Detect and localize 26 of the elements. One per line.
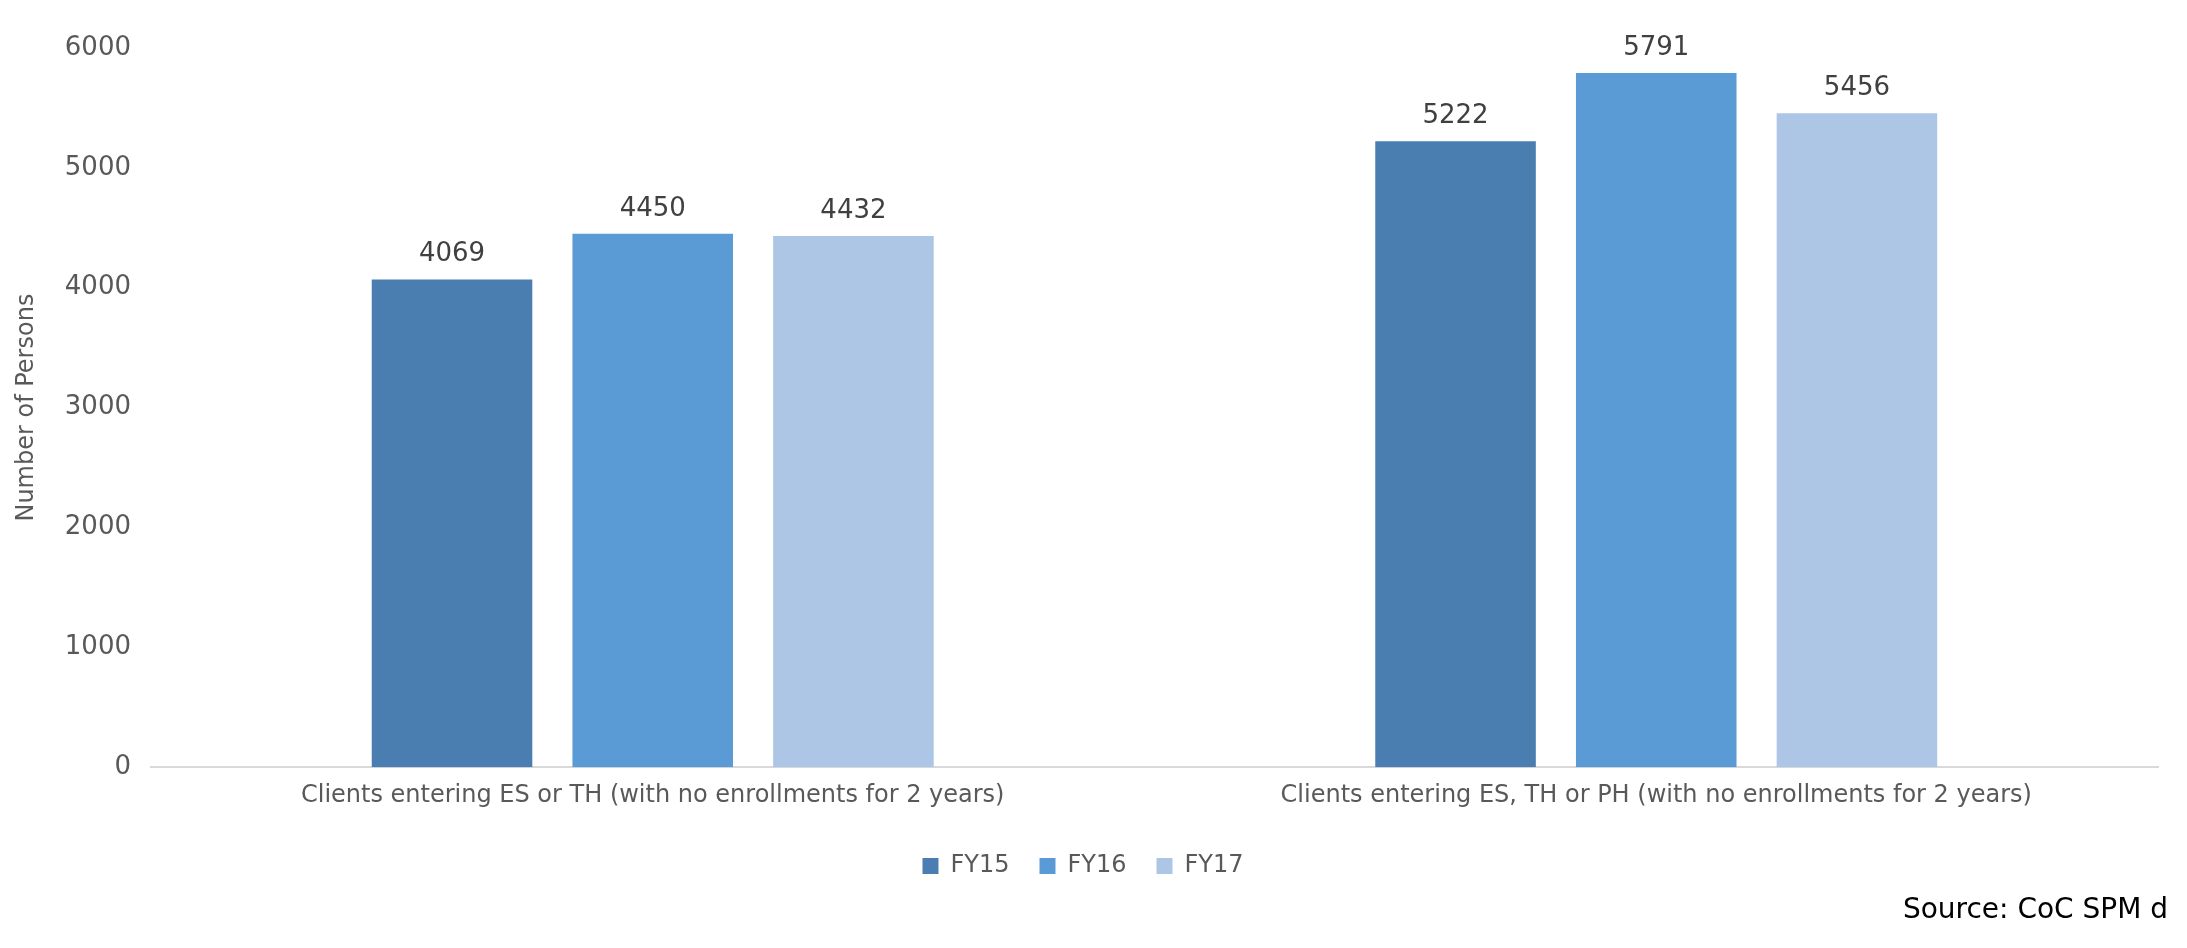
bar [371, 279, 533, 768]
y-tick-label: 4000 [64, 270, 131, 301]
bar [1575, 73, 1737, 768]
legend-label: FY15 [950, 850, 1010, 879]
bar [1776, 113, 1938, 768]
bar [572, 233, 734, 768]
y-tick-label: 6000 [64, 30, 131, 61]
bar [1375, 141, 1536, 768]
y-tick-label: 1000 [64, 630, 131, 661]
source-note: Source: CoC SPM d [1902, 892, 2168, 925]
y-axis-title: Number of Persons [10, 293, 39, 522]
bar [773, 235, 934, 768]
data-label: 4432 [820, 193, 887, 224]
data-label: 5791 [1623, 30, 1690, 61]
legend-label: FY17 [1184, 850, 1244, 879]
y-tick-label: 3000 [64, 390, 131, 421]
data-label: 5456 [1823, 70, 1891, 101]
data-label: 5222 [1422, 99, 1489, 130]
y-tick-label: 5000 [64, 150, 131, 181]
y-tick-label: 2000 [64, 510, 131, 541]
x-tick-label: Clients entering ES or TH (with no enrollments for 2 years) [300, 779, 1005, 808]
data-label: 4069 [418, 237, 486, 268]
legend-label: FY16 [1067, 850, 1127, 879]
data-label: 4450 [619, 191, 686, 222]
y-tick-label: 0 [114, 749, 131, 780]
x-tick-label: Clients entering ES, TH or PH (with no enrollments for 2 years) [1280, 779, 2032, 808]
